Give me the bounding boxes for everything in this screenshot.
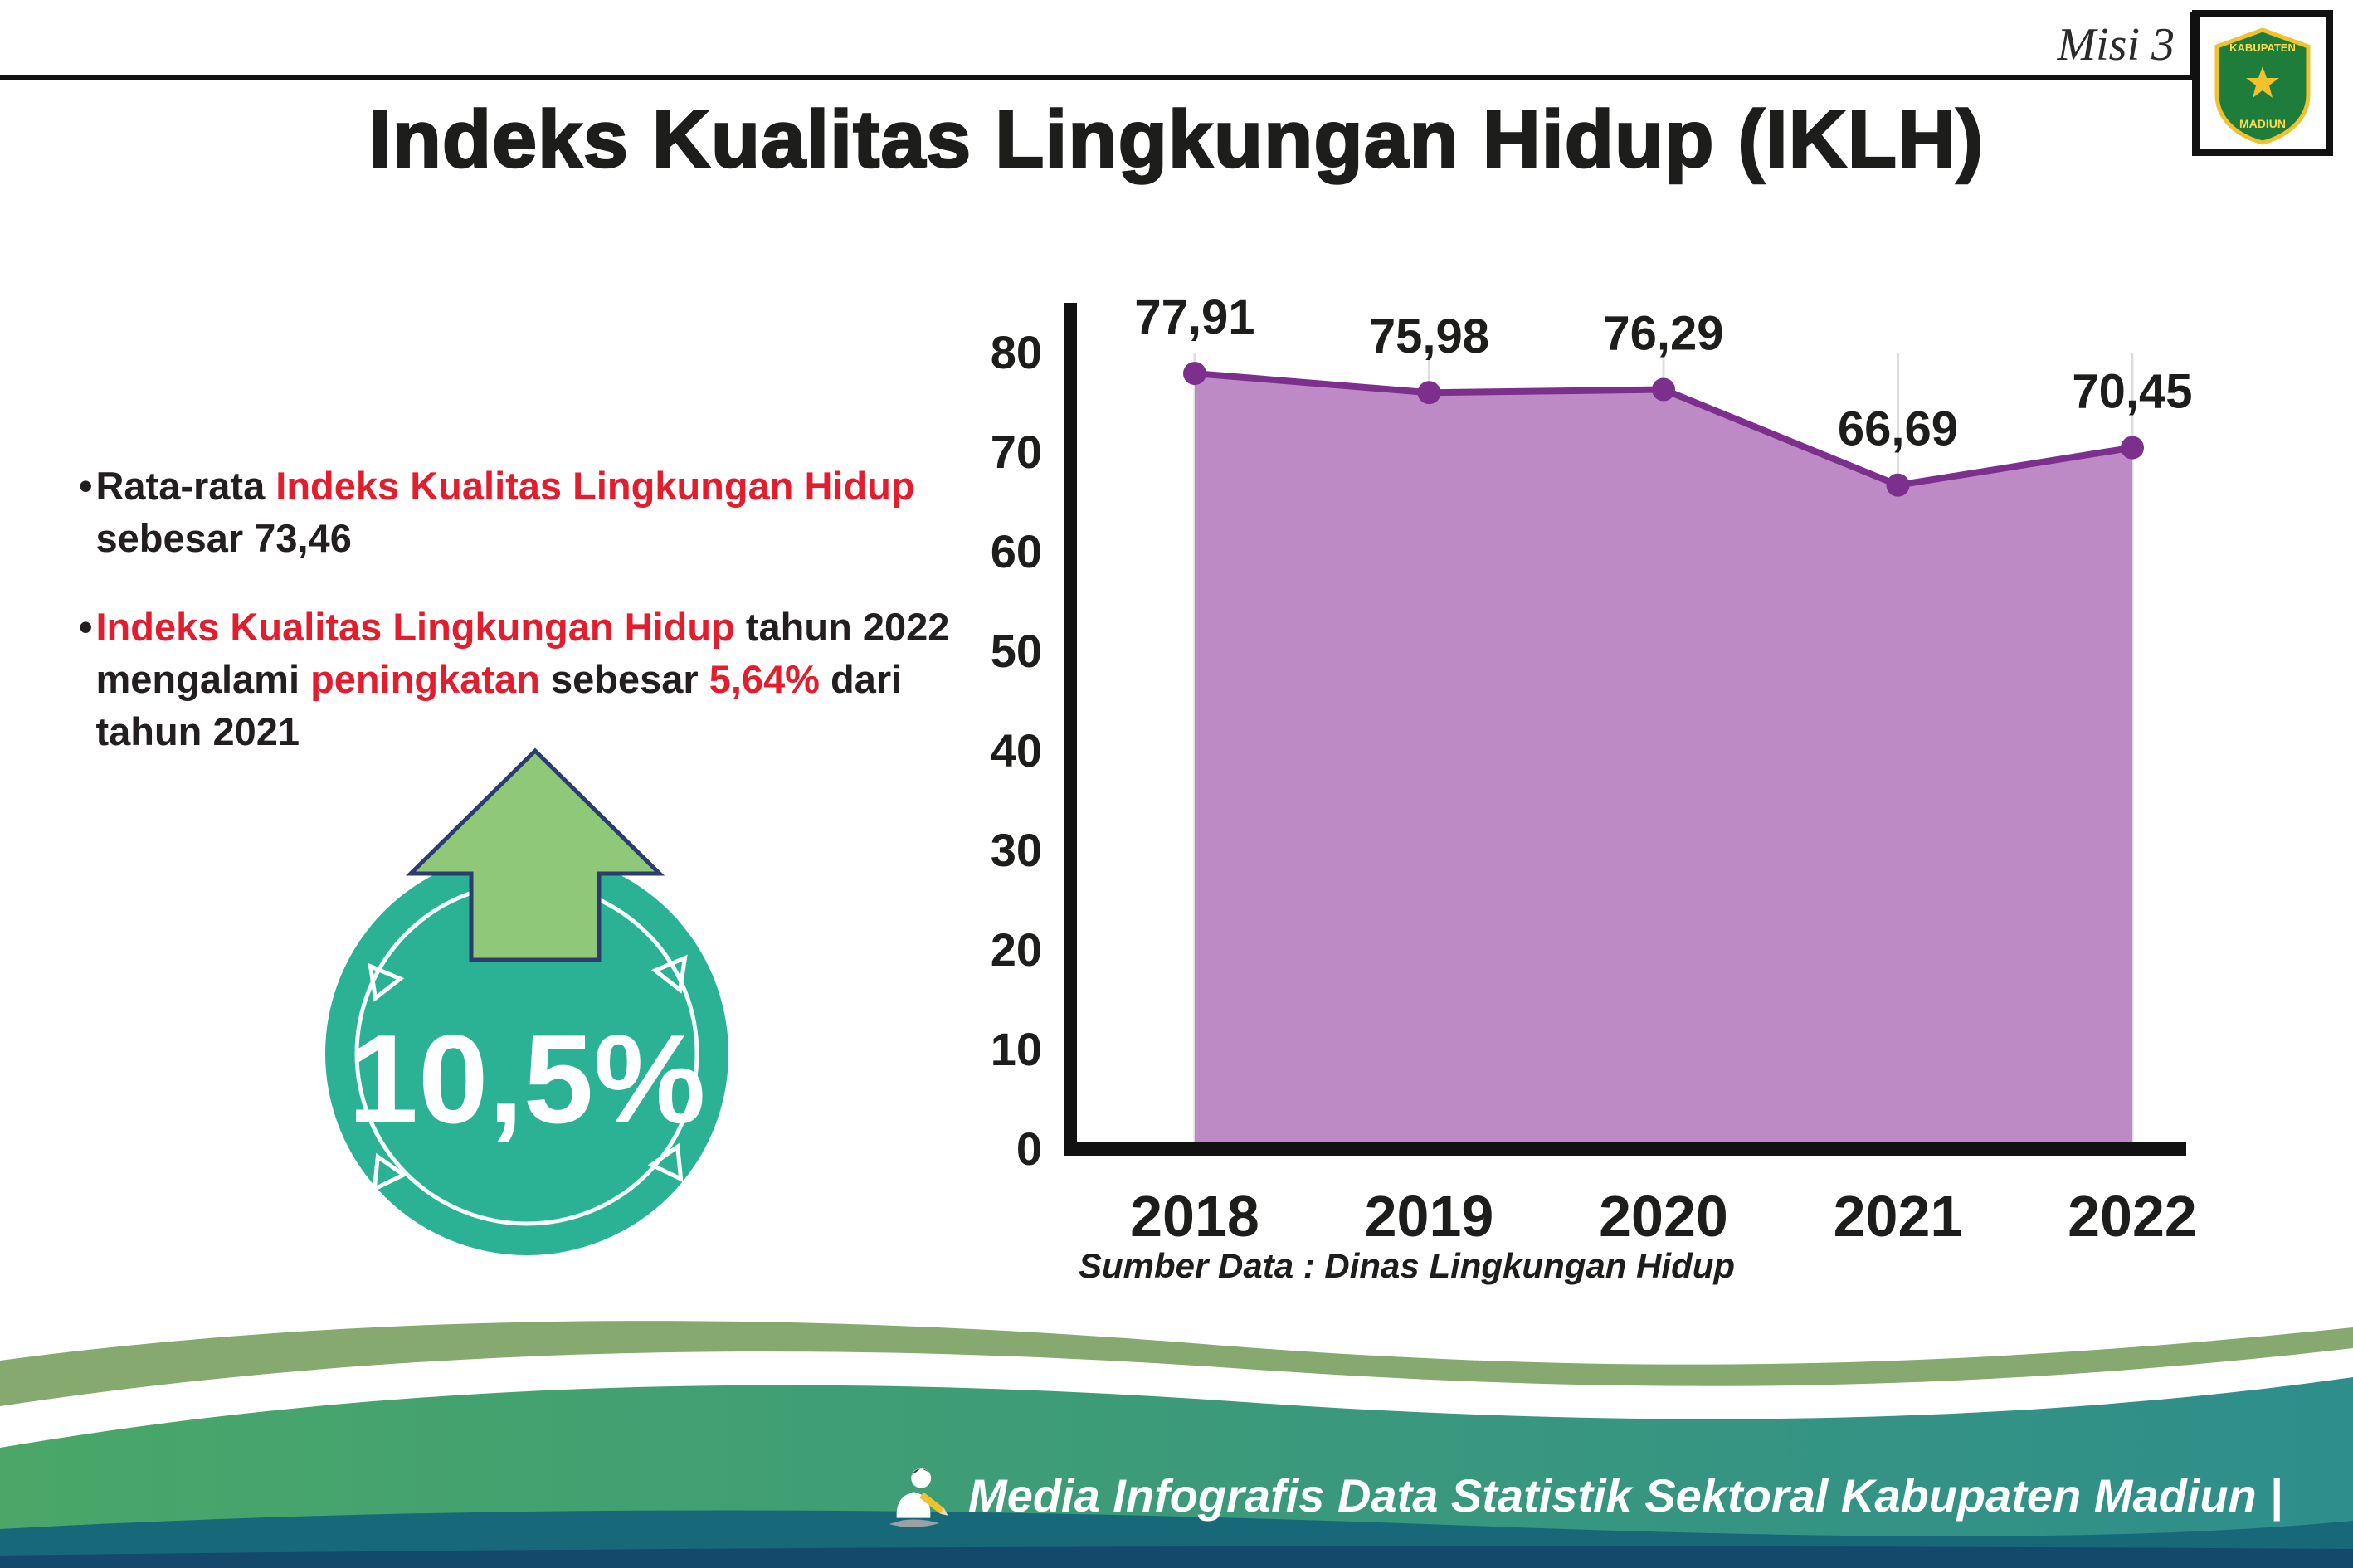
svg-text:2019: 2019 [1365,1184,1494,1249]
svg-text:30: 30 [991,824,1042,876]
svg-text:2018: 2018 [1130,1184,1259,1249]
footer-wave-decoration [0,1321,2353,1568]
svg-text:2021: 2021 [1834,1184,1963,1249]
bullet-item: • Rata-rata Indeks Kualitas Lingkungan Hi… [79,464,915,560]
chart-source-note: Sumber Data : Dinas Lingkungan Hidup [1079,1246,1736,1285]
svg-text:2020: 2020 [1599,1184,1728,1249]
page-title: Indeks Kualitas Lingkungan Hidup (IKLH) [368,93,1985,186]
svg-text:70,45: 70,45 [2072,365,2192,419]
badge-triangle-decorations [368,954,688,1193]
footer-caption-text: Media Infografis Data Statistik Sektoral… [968,1468,2282,1522]
misi-label: Misi 3 [2057,19,2175,71]
up-arrow-icon [405,747,665,962]
svg-text:20: 20 [991,923,1042,976]
kabupaten-madiun-logo: KABUPATEN MADIUN [2192,10,2333,156]
logo-text-top: KABUPATEN [2229,41,2296,54]
logo-text-bottom: MADIUN [2239,117,2286,130]
svg-text:40: 40 [991,724,1042,777]
svg-text:66,69: 66,69 [1838,402,1958,456]
svg-text:75,98: 75,98 [1369,309,1489,363]
iklh-chart-container: 0 10 20 30 40 50 60 70 80 77,91 75,98 76,29 66,69 70,… [954,290,2215,1369]
svg-text:10: 10 [991,1023,1042,1075]
svg-text:70: 70 [991,426,1042,478]
top-divider-line [0,75,2190,80]
footer-caption: Media Infografis Data Statistik Sektoral… [875,1457,2282,1533]
svg-text:60: 60 [991,525,1042,577]
bullet-list: • Rata-rata Indeks Kualitas Lingkungan Hi… [79,460,971,795]
svg-text:0: 0 [1016,1122,1042,1175]
svg-text:76,29: 76,29 [1603,307,1723,361]
svg-text:2022: 2022 [2068,1184,2197,1249]
svg-text:77,91: 77,91 [1134,290,1254,344]
mascot-writer-icon [889,1468,948,1527]
increase-badge: 10,5% [315,743,747,1265]
iklh-area-chart: 0 10 20 30 40 50 60 70 80 77,91 75,98 76,29 66,69 70,… [991,290,2197,1249]
svg-text:80: 80 [991,326,1042,378]
badge-circle [325,852,728,1255]
bullet-item: • Indeks Kualitas Lingkungan Hidup tahun … [79,604,950,753]
svg-text:50: 50 [991,625,1042,677]
badge-value: 10,5% [348,1009,706,1150]
kabupaten-madiun-crest-icon: KABUPATEN MADIUN [2214,27,2311,145]
